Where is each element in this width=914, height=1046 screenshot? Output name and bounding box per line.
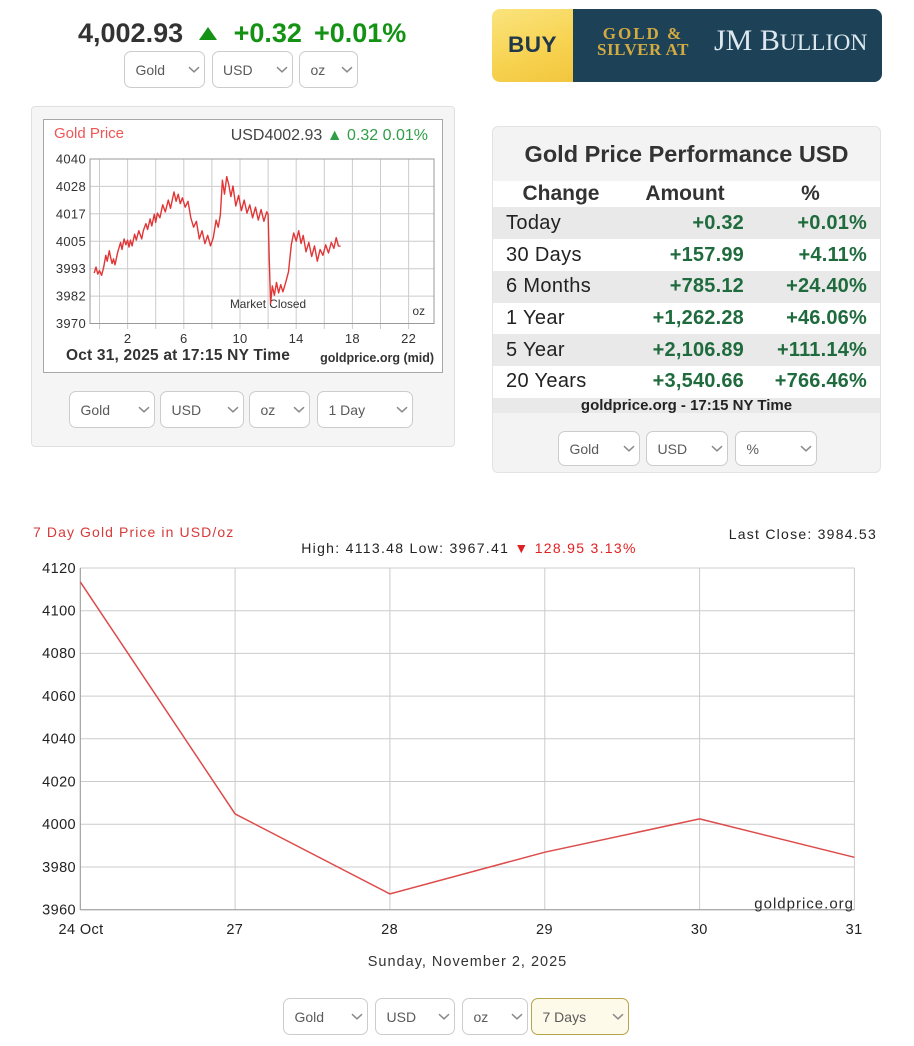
svg-text:4028: 4028 [56,179,86,194]
svg-text:4060: 4060 [42,689,76,705]
svg-text:24 Oct: 24 Oct [59,922,104,938]
svg-text:4080: 4080 [42,646,76,662]
svg-text:3982: 3982 [56,289,86,304]
svg-text:4040: 4040 [42,732,76,748]
svg-text:3993: 3993 [56,261,86,276]
svg-text:28: 28 [381,922,398,938]
svg-text:27: 27 [226,922,243,938]
svg-text:3980: 3980 [42,860,76,876]
svg-text:4017: 4017 [56,206,86,221]
svg-text:oz: oz [413,304,426,318]
svg-text:22: 22 [401,331,416,346]
svg-text:3970: 3970 [56,316,86,331]
svg-text:2: 2 [124,331,132,346]
svg-text:4100: 4100 [42,604,76,620]
svg-text:4120: 4120 [42,561,76,577]
svg-text:4005: 4005 [56,234,86,249]
svg-text:6: 6 [180,331,188,346]
svg-text:18: 18 [345,331,360,346]
svg-text:4000: 4000 [42,817,76,833]
svg-text:30: 30 [691,922,708,938]
svg-text:4040: 4040 [56,152,86,167]
svg-text:14: 14 [289,331,304,346]
svg-text:31: 31 [846,922,863,938]
svg-text:Market Closed: Market Closed [230,297,306,311]
svg-text:10: 10 [232,331,247,346]
svg-text:goldprice.org: goldprice.org [754,896,854,913]
svg-text:4020: 4020 [42,774,76,790]
svg-text:3960: 3960 [42,903,76,919]
svg-text:29: 29 [536,922,553,938]
